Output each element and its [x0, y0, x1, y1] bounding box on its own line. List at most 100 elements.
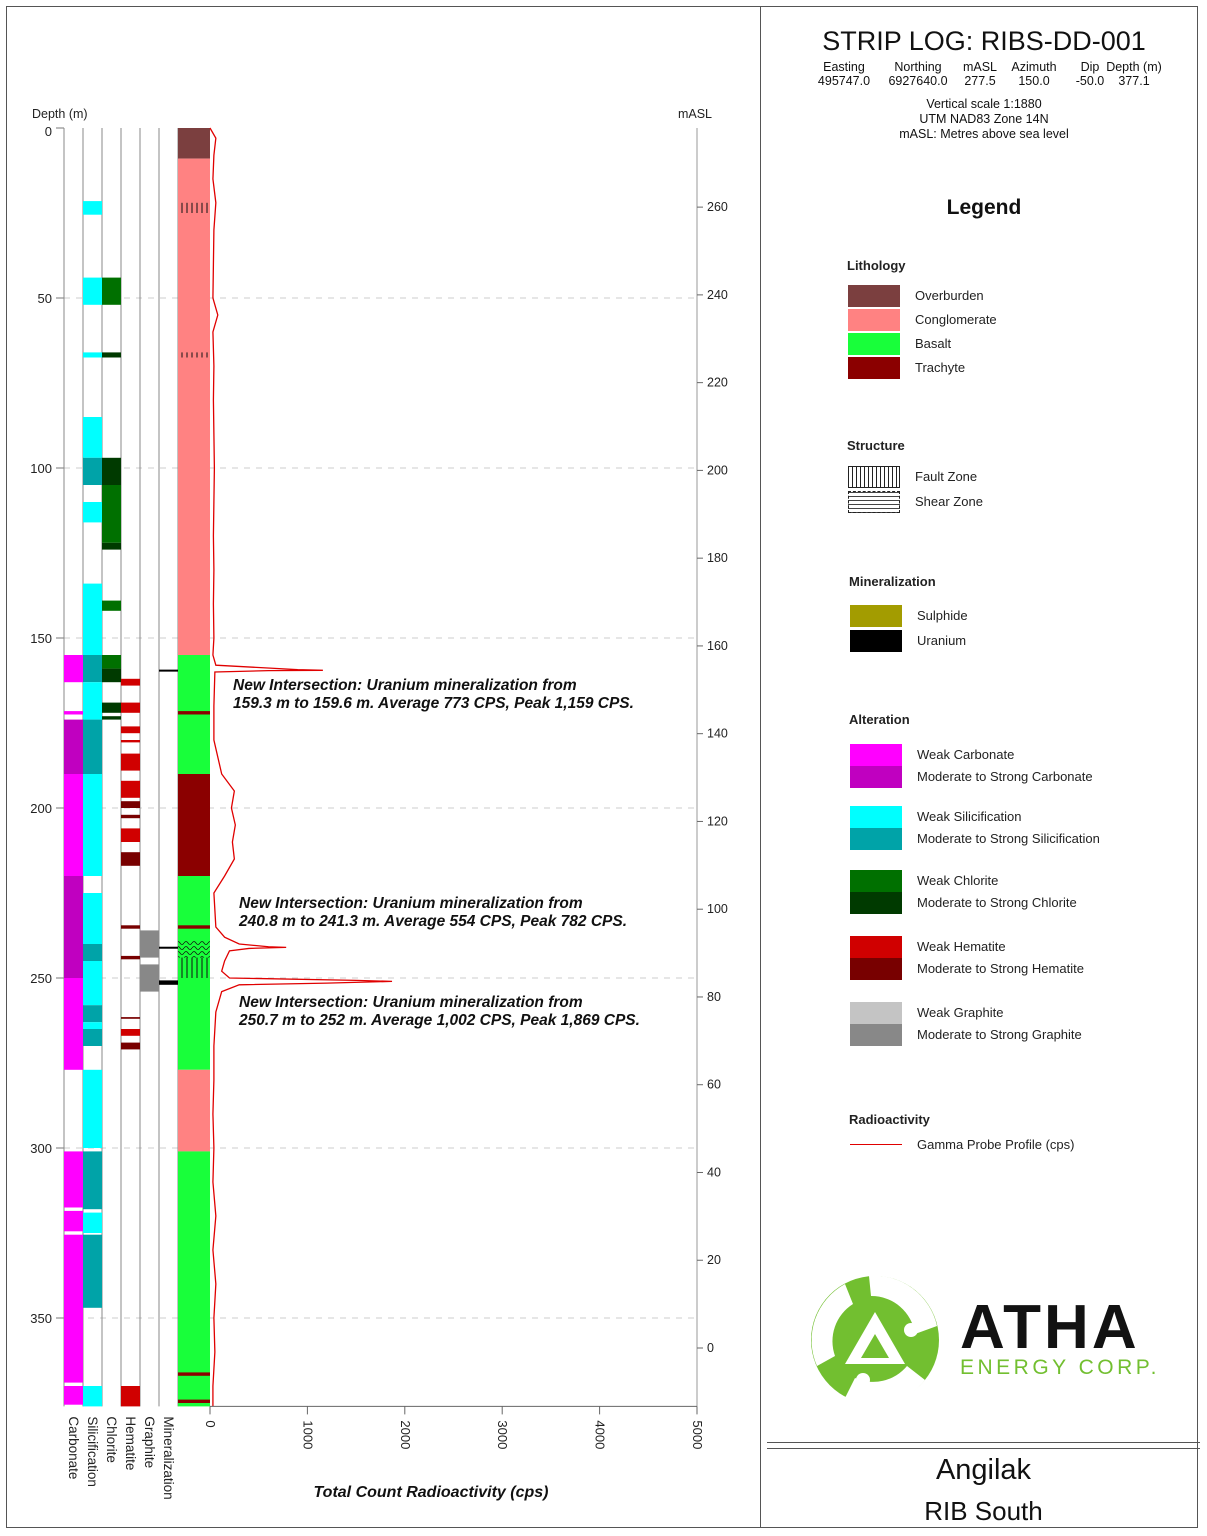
silicification-interval [83, 1386, 102, 1407]
legend-item-label: Weak Graphite [917, 1005, 1004, 1020]
carbonate-interval [64, 1151, 83, 1208]
silicification-interval [83, 583, 102, 655]
silicification-interval [83, 201, 102, 215]
intersection-annotation: New Intersection: Uranium mineralization… [233, 677, 577, 694]
legend-swatch [850, 1002, 902, 1024]
legend-item-label: Moderate to Strong Graphite [917, 1027, 1082, 1042]
legend-swatch [848, 333, 900, 355]
column-label-carbonate: Carbonate [66, 1416, 81, 1479]
legend-item-label: Gamma Probe Profile (cps) [917, 1137, 1075, 1152]
hematite-interval [121, 801, 140, 808]
lithology-interval [178, 1151, 210, 1407]
chlorite-interval [102, 352, 121, 358]
legend-item-label: Overburden [915, 288, 984, 303]
masl-tick-label: 40 [707, 1165, 721, 1179]
legend-item-label: Weak Hematite [917, 939, 1006, 954]
silicification-interval [83, 655, 102, 683]
logo-tagline: ENERGY CORP. [960, 1356, 1160, 1379]
legend-swatch [850, 828, 902, 850]
depth-tick-label: 100 [30, 461, 52, 476]
masl-tick-label: 140 [707, 727, 728, 741]
lithology-interval [178, 711, 210, 715]
legend-heading-structure: Structure [847, 438, 905, 453]
intersection-annotation: 240.8 m to 241.3 m. Average 554 CPS, Pea… [238, 913, 627, 930]
footer-divider [767, 1442, 1200, 1443]
chlorite-interval [102, 600, 121, 611]
legend-swatch [850, 892, 902, 914]
silicification-interval [83, 893, 102, 944]
cps-tick-label: 2000 [398, 1420, 413, 1449]
uranium-interval [159, 946, 178, 949]
depth-axis-label: Depth (m) [32, 107, 88, 121]
depth-tick-label: 150 [30, 631, 52, 646]
collar-value: -50.0 [1075, 74, 1105, 88]
chlorite-interval [102, 702, 121, 713]
collar-value: 495747.0 [817, 74, 871, 88]
legend-item-label: Sulphide [917, 608, 968, 623]
legend-swatch [850, 630, 902, 652]
hematite-interval [121, 1029, 140, 1036]
footer-divider [767, 1448, 1200, 1449]
lithology-interval [178, 1372, 210, 1376]
silicification-interval [83, 457, 102, 485]
legend-swatch [850, 936, 902, 958]
legend-item-label: Weak Carbonate [917, 747, 1015, 762]
silicification-interval [83, 961, 102, 1006]
depth-tick-label: 250 [30, 971, 52, 986]
legend-item-label: Uranium [917, 633, 967, 648]
silicification-interval [83, 1212, 102, 1233]
legend-heading-lithology: Lithology [847, 258, 906, 273]
silicification-interval [83, 417, 102, 458]
column-label-silicification: Silicification [85, 1416, 100, 1487]
legend-heading-mineralization: Mineralization [849, 574, 936, 589]
legend-item-label: Moderate to Strong Hematite [917, 961, 1084, 976]
carbonate-interval [64, 719, 83, 774]
hematite-interval [121, 726, 140, 734]
depth-tick-label: 50 [38, 291, 52, 306]
collar-label: Easting [823, 60, 865, 74]
fault-zone [178, 202, 210, 213]
hematite-interval [121, 1386, 140, 1407]
legend-swatch [850, 806, 902, 828]
panel-divider [760, 6, 761, 1528]
collar-label: Azimuth [1011, 60, 1057, 74]
hematite-interval [121, 753, 140, 771]
fault-zone [178, 957, 210, 978]
hematite-interval [121, 1042, 140, 1050]
project-name: Angilak [935, 1454, 1032, 1486]
legend-swatch [848, 357, 900, 379]
hematite-interval [121, 678, 140, 686]
cps-axis-label: Total Count Radioactivity (cps) [314, 1484, 549, 1501]
silicification-interval [83, 774, 102, 876]
collar-label: Depth (m) [1106, 60, 1162, 74]
silicification-interval [83, 682, 102, 720]
hematite-interval [121, 702, 140, 713]
masl-tick-label: 0 [707, 1341, 714, 1355]
cps-tick-label: 3000 [495, 1420, 510, 1449]
carbonate-interval [64, 1210, 83, 1232]
silicification-interval [83, 352, 102, 358]
silicification-interval [83, 502, 102, 523]
legend-item-label: Fault Zone [915, 469, 978, 484]
shear-zone [178, 940, 210, 958]
hematite-interval [121, 925, 140, 929]
hematite-interval [121, 780, 140, 798]
cps-tick-label: 4000 [593, 1420, 608, 1449]
column-label-hematite: Hematite [123, 1416, 138, 1470]
masl-tick-label: 60 [707, 1078, 721, 1092]
legend-swatch [848, 491, 900, 513]
silicification-interval [83, 1005, 102, 1023]
chlorite-interval [102, 668, 121, 683]
projection-note: UTM NAD83 Zone 14N [919, 112, 1049, 126]
legend-swatch [850, 870, 902, 892]
lithology-interval [178, 774, 210, 876]
legend-item-label: Trachyte [915, 360, 966, 375]
lithology-interval [178, 925, 210, 929]
collar-label: mASL [962, 60, 998, 74]
carbonate-interval [64, 876, 83, 978]
legend-heading-alteration: Alteration [849, 712, 910, 727]
legend-item-label: Weak Silicification [917, 809, 1022, 824]
legend-item-label: Weak Chlorite [917, 873, 999, 888]
